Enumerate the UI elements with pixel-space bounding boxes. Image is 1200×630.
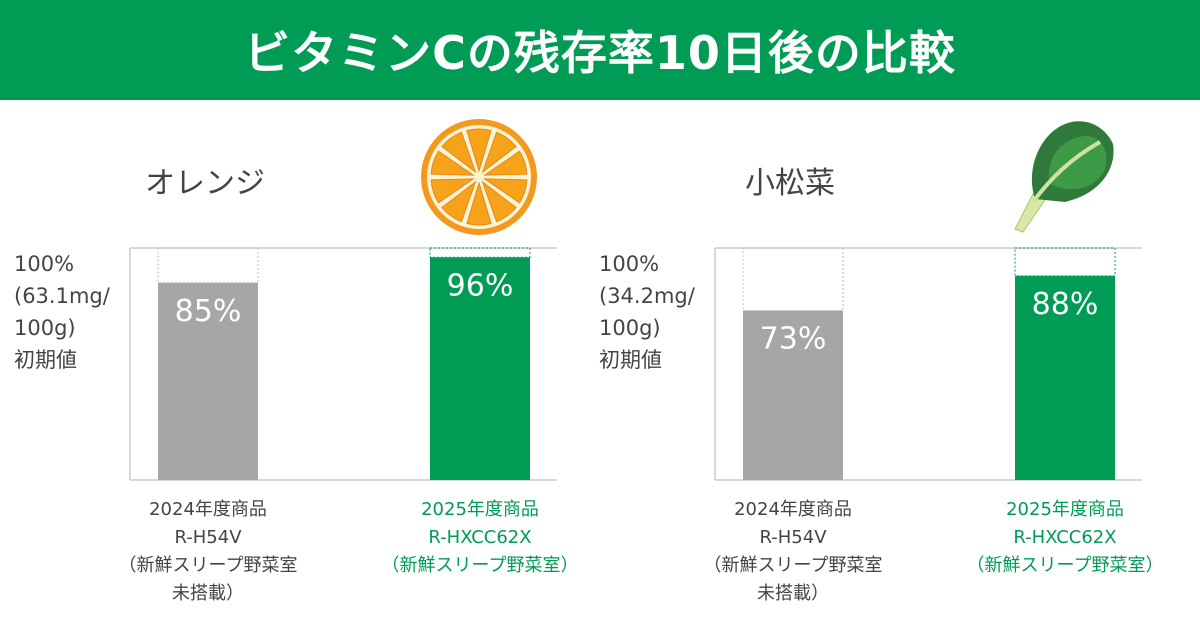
orange-slice-icon [421, 119, 537, 235]
chart-komatsuna: 小松菜 100% (34.2mg/ 100g) 初期値 73% 88% 2024年… [585, 100, 1185, 630]
bar [1015, 275, 1115, 480]
y-label-line: 100g) [599, 316, 661, 340]
y-label-line: (34.2mg/ [599, 284, 695, 308]
bar-remainder-outline [1014, 247, 1116, 277]
x-label-line: R-HXCC62X [1013, 527, 1117, 548]
data-label: 88% [1032, 287, 1099, 322]
orange-segment [430, 178, 475, 204]
data-label: 96% [447, 268, 514, 303]
header-banner: ビタミンCの残存率10日後の比較 [0, 0, 1200, 100]
chart-orange: オレンジ 100% (63.1mg/ 100g) 初期値 85% 96% 2024… [0, 100, 600, 630]
chart-title: オレンジ [145, 166, 265, 201]
orange-segment [483, 178, 528, 204]
x-label-line: （新鮮スリープ野菜室 [118, 555, 298, 576]
bar-remainder-outline [742, 247, 844, 312]
y-label-line: 初期値 [14, 348, 77, 372]
x-label-line: R-HXCC62X [428, 527, 532, 548]
orange-segment [441, 180, 477, 223]
x-label-line: （新鮮スリープ野菜室） [966, 555, 1164, 576]
chart-title: 小松菜 [745, 166, 835, 201]
x-label-line: 未搭載） [172, 583, 244, 604]
bar [743, 310, 843, 480]
orange-segment [466, 128, 492, 173]
y-label-line: 100g) [14, 316, 76, 340]
x-label-line: （新鮮スリープ野菜室） [381, 555, 579, 576]
orange-segment [481, 180, 517, 223]
x-label-line: 未搭載） [757, 583, 829, 604]
orange-segment [481, 131, 517, 174]
y-label-line: 100% [599, 252, 660, 276]
y-label-line: 初期値 [599, 348, 662, 372]
y-axis-label: 100% (63.1mg/ 100g) 初期値 [14, 248, 110, 376]
data-label: 73% [760, 322, 827, 357]
komatsuna-icon [1014, 121, 1114, 233]
x-label-line: 2025年度商品 [421, 499, 539, 520]
x-label-line: R-H54V [174, 527, 242, 548]
bar-chart: 73% 88% [714, 247, 1142, 481]
x-label-line: 2024年度商品 [149, 499, 267, 520]
orange-segment [441, 131, 477, 174]
orange-segment [430, 150, 475, 176]
x-label-old: 2024年度商品 R-H54V （新鮮スリープ野菜室 未搭載） [88, 496, 328, 608]
orange-segment [466, 181, 492, 226]
x-label-line: 2024年度商品 [734, 499, 852, 520]
bar [158, 282, 258, 480]
bar [430, 257, 530, 480]
x-label-line: （新鮮スリープ野菜室 [703, 555, 883, 576]
bar-remainder-outline [157, 247, 259, 284]
page-title: ビタミンCの残存率10日後の比較 [244, 26, 956, 80]
y-label-line: 100% [14, 252, 75, 276]
y-label-line: (63.1mg/ [14, 284, 110, 308]
data-label: 85% [175, 294, 242, 329]
y-axis-label: 100% (34.2mg/ 100g) 初期値 [599, 248, 695, 376]
bar-remainder-outline [429, 247, 531, 258]
x-label-new: 2025年度商品 R-HXCC62X （新鮮スリープ野菜室） [360, 496, 600, 580]
x-label-old: 2024年度商品 R-H54V （新鮮スリープ野菜室 未搭載） [673, 496, 913, 608]
x-label-line: R-H54V [759, 527, 827, 548]
bar-chart: 85% 96% [129, 247, 557, 481]
x-label-line: 2025年度商品 [1006, 499, 1124, 520]
orange-segment [483, 150, 528, 176]
x-label-new: 2025年度商品 R-HXCC62X （新鮮スリープ野菜室） [945, 496, 1185, 580]
